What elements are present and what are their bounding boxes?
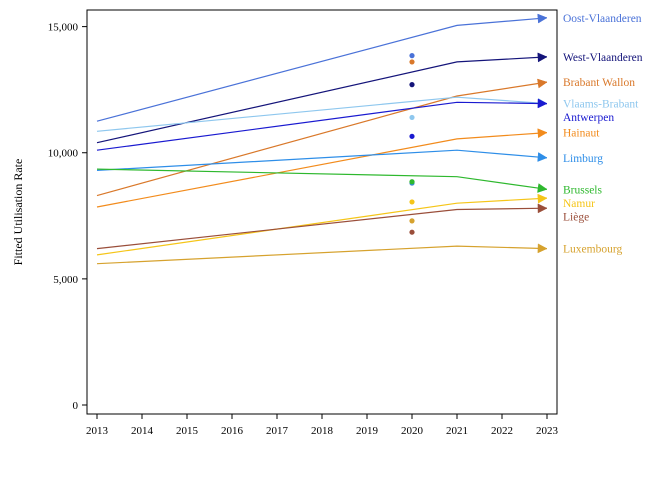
series-label: Hainaut [563, 128, 600, 140]
series-line [96, 56, 548, 144]
series-arrowhead [537, 193, 548, 204]
x-tick-label: 2015 [176, 425, 199, 437]
x-tick-label: 2021 [446, 425, 468, 437]
series-lines [96, 13, 548, 265]
observed-point [409, 199, 415, 205]
series-labels: Oost-Vlaanderen West-Vlaanderen Brabant Wa… [563, 13, 643, 256]
series-label: West-Vlaanderen [563, 52, 643, 64]
series-line [96, 168, 548, 190]
x-tick-label: 2013 [86, 425, 109, 437]
series-label: Brabant Wallon [563, 77, 635, 89]
series-arrowhead [537, 13, 548, 24]
x-tick-label: 2017 [266, 425, 289, 437]
y-tick-label: 5,000 [53, 274, 78, 286]
observed-points [409, 53, 415, 235]
series-label: Namur [563, 198, 595, 210]
series-label: Brussels [563, 184, 603, 196]
series-arrowhead [537, 52, 548, 63]
series-label: Oost-Vlaanderen [563, 13, 642, 25]
series-line [96, 17, 548, 122]
series-line [96, 81, 548, 197]
y-tick-label: 15,000 [48, 22, 79, 34]
observed-point [409, 53, 415, 59]
observed-point [409, 82, 415, 88]
observed-point [409, 218, 415, 224]
series-label: Liège [563, 211, 589, 223]
series-arrowhead [537, 243, 548, 254]
observed-point [409, 133, 415, 139]
observed-point [409, 114, 415, 121]
x-axis: 2013 2014 2015 2016 2017 2018 2019 2020 2021 2022… [86, 414, 559, 437]
series-line [96, 245, 548, 265]
series-line [96, 101, 548, 151]
series-arrowhead [537, 128, 548, 139]
plot-area [86, 9, 558, 415]
series-line [96, 132, 548, 208]
series-label: Antwerpen [563, 112, 614, 124]
plot-border [86, 9, 558, 415]
series-line [96, 149, 548, 171]
x-tick-label: 2022 [491, 425, 513, 437]
series-arrowhead [537, 183, 548, 193]
x-tick-label: 2014 [131, 425, 154, 437]
series-line [96, 96, 548, 132]
series-arrowhead [537, 98, 548, 109]
y-tick-label: 10,000 [48, 148, 79, 160]
y-axis: 0 5,000 10,000 15,000 [48, 22, 87, 412]
series-arrowhead [537, 203, 548, 214]
series-label: Limburg [563, 153, 603, 165]
x-tick-label: 2016 [221, 425, 244, 437]
series-label: Vlaams-Brabant [563, 99, 639, 111]
series-line [96, 197, 548, 256]
x-tick-label: 2020 [401, 425, 424, 437]
series-arrowhead [537, 78, 548, 89]
y-axis-title: Fitted Utilisation Rate [11, 159, 25, 266]
series-arrowhead [537, 152, 548, 162]
x-tick-label: 2019 [356, 425, 379, 437]
observed-point [409, 179, 415, 185]
x-tick-label: 2023 [536, 425, 559, 437]
series-label: Luxembourg [563, 244, 622, 256]
y-tick-label: 0 [73, 400, 79, 412]
x-tick-label: 2018 [311, 425, 334, 437]
observed-point [409, 59, 415, 65]
observed-point [409, 229, 415, 235]
series-line [96, 207, 548, 250]
